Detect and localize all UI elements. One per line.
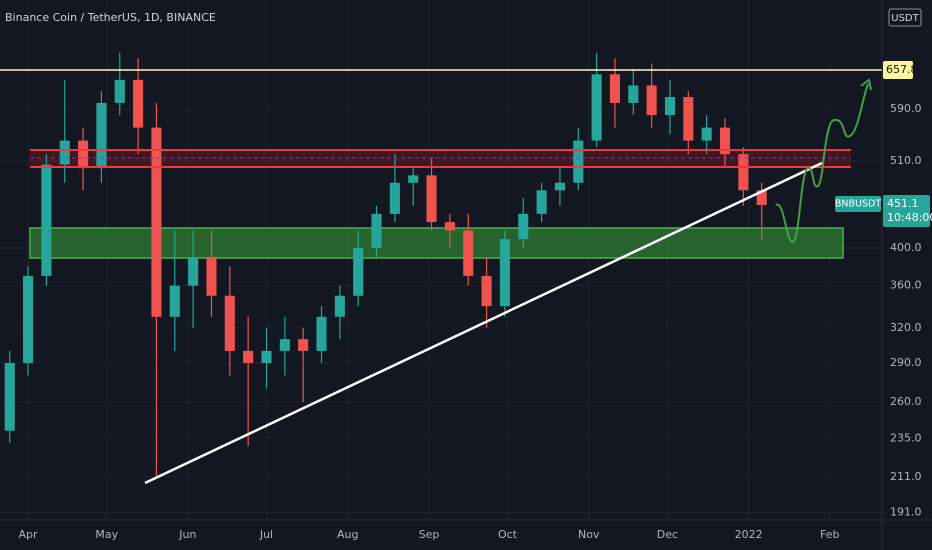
level-label-box [883,61,913,80]
candle-body [573,140,584,183]
candle-body [188,257,199,286]
candle-body [206,257,217,296]
y-tick-label: 590.0 [890,102,922,115]
x-tick-label: Nov [578,528,600,541]
y-tick-label: 320.0 [890,321,922,334]
candle-body [243,350,254,364]
candle-body [499,239,510,307]
candle-body [23,275,34,364]
candle-body [536,190,547,214]
candle-body [4,363,15,431]
candle-body [353,247,364,296]
price-axis [882,0,932,550]
candle-body [334,295,345,317]
candle-body [664,97,676,116]
symbol-label: BNBUSDT [835,198,881,209]
candle-body [371,213,382,248]
x-tick-label: 2022 [735,528,763,541]
arrow-head [860,78,872,91]
symbol-box [835,195,881,212]
candle-body [408,175,419,183]
y-tick-label: 211.0 [890,470,922,483]
last-price-box [883,194,930,227]
candle-body [224,295,235,351]
y-tick-label: 260.0 [890,395,922,408]
x-tick-label: Apr [19,528,39,541]
candles [4,52,767,477]
axis: 191.0 211.0 235.0 260.0 290.0 320.0 360.0 400.0… [19,61,932,541]
candle-body [298,339,309,351]
candle-body [59,140,70,165]
candle-body [463,230,474,276]
x-tick-label: Jul [259,528,273,541]
candle-body [554,182,565,191]
resistance-zone [30,150,851,167]
y-tick-label: 235.0 [890,431,922,444]
projection-arrow [775,83,869,244]
candle-body [96,102,107,169]
currency: USDT [891,13,919,24]
candle-body [738,154,749,191]
y-tick-label: 290.0 [890,356,922,369]
candle-body [41,164,52,276]
candle-body [719,127,731,155]
trend-line [144,161,823,485]
candle-body [133,79,144,128]
candle-body [628,85,639,103]
candle-body [701,127,712,141]
y-tick-label: 510.0 [890,154,922,167]
candle-body [426,175,437,223]
candle-body [591,74,602,141]
candle-body [389,182,400,214]
candle-body [756,190,767,205]
y-tick-label: 400.0 [890,241,922,254]
candle-body [518,213,529,240]
countdown: 10:48:00 [887,211,932,224]
x-tick-label: May [95,528,118,541]
x-tick-label: Jun [178,528,196,541]
candle-body [114,79,125,103]
chart-title: Binance Coin / TetherUS, 1D, BINANCE [5,11,216,24]
level-label: 657.8 [886,63,918,76]
currency-box[interactable] [888,8,922,27]
candle-body [646,85,657,116]
x-tick-label: Oct [498,528,518,541]
candle-body [261,350,272,364]
x-tick-label: Dec [657,528,678,541]
candle-body [683,97,694,141]
last-price: 451.1 [887,197,919,210]
x-tick-label: Aug [337,528,358,541]
x-tick-label: Sep [419,528,440,541]
candle-body [169,285,180,317]
candle-body [444,222,455,231]
candle-body [151,127,162,317]
candle-body [609,74,621,103]
support-zone [29,227,844,259]
candle-body [78,140,89,169]
x-tick-label: Feb [820,528,839,541]
candle-body [316,316,327,351]
candle-body [279,339,290,351]
y-tick-label: 360.0 [890,279,922,292]
candle-body [481,275,492,307]
y-tick-label: 191.0 [890,505,922,518]
